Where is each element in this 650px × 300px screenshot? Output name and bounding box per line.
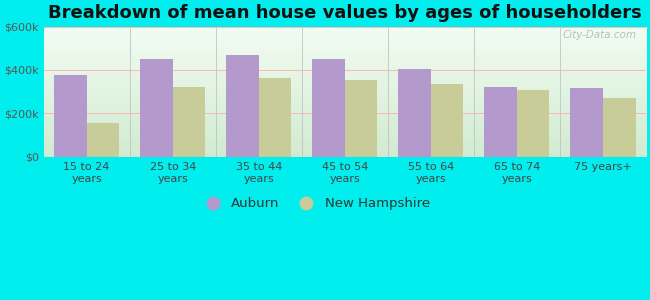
Bar <box>54 75 86 157</box>
Legend: Auburn, New Hampshire: Auburn, New Hampshire <box>194 192 435 215</box>
Bar <box>603 98 636 157</box>
Bar <box>484 87 517 157</box>
Bar <box>140 59 173 157</box>
Bar <box>226 55 259 157</box>
Title: Breakdown of mean house values by ages of householders: Breakdown of mean house values by ages o… <box>48 4 642 22</box>
Bar <box>570 88 603 157</box>
Bar <box>312 59 344 157</box>
Bar <box>259 78 291 157</box>
Bar <box>86 123 120 157</box>
Bar <box>173 87 205 157</box>
Bar <box>344 80 378 157</box>
Bar <box>398 69 431 157</box>
Text: City-Data.com: City-Data.com <box>563 30 637 40</box>
Bar <box>517 89 549 157</box>
Bar <box>431 84 463 157</box>
